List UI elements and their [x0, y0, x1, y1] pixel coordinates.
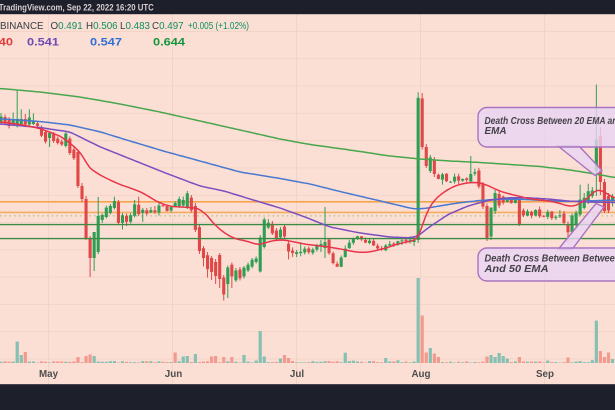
svg-text:+0.005 (+1.02%): +0.005 (+1.02%) — [188, 21, 249, 32]
svg-text:Death Cross Between 20 EMA an: Death Cross Between 20 EMA an — [485, 115, 615, 127]
svg-text:H0.506: H0.506 — [86, 21, 118, 32]
svg-text:EMA: EMA — [485, 125, 507, 137]
svg-text:0.541: 0.541 — [27, 37, 59, 49]
svg-text:O0.491: O0.491 — [51, 21, 83, 32]
svg-text:And 50 EMA: And 50 EMA — [483, 263, 548, 275]
svg-text:0.540: 0.540 — [0, 37, 13, 49]
svg-text:Death Cross Between Between: Death Cross Between Between — [485, 253, 615, 265]
svg-text:0.644: 0.644 — [153, 37, 186, 49]
svg-text:Sep: Sep — [536, 369, 554, 380]
svg-text:L0.483: L0.483 — [120, 21, 151, 32]
svg-text:TradingView.com, Sep 22, 2022: TradingView.com, Sep 22, 2022 16:20 UTC — [0, 3, 154, 13]
svg-text:C0.497: C0.497 — [152, 21, 184, 32]
svg-text:Jun: Jun — [165, 369, 182, 380]
svg-text:0.547: 0.547 — [90, 37, 122, 49]
svg-text:Jul: Jul — [290, 369, 304, 380]
svg-text:Aug: Aug — [411, 369, 430, 380]
svg-text:BINANCE: BINANCE — [0, 21, 44, 32]
svg-text:May: May — [39, 369, 59, 380]
